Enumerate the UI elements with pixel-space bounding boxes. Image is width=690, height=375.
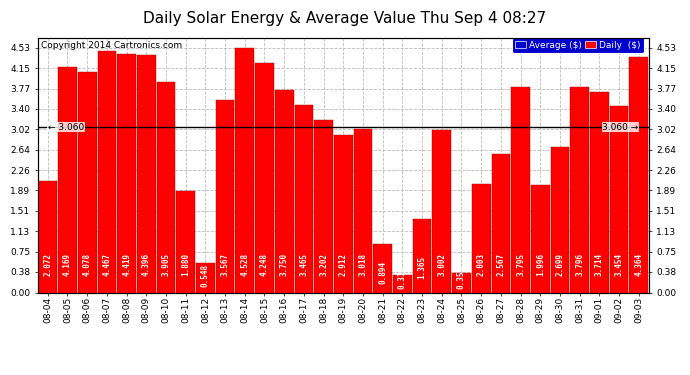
- Text: 3.567: 3.567: [221, 253, 230, 276]
- Text: 0.894: 0.894: [378, 261, 387, 284]
- Bar: [472, 184, 491, 292]
- Bar: [531, 184, 550, 292]
- Text: 4.419: 4.419: [122, 253, 131, 276]
- Text: 1.880: 1.880: [181, 253, 190, 276]
- Text: Daily Solar Energy & Average Value Thu Sep 4 08:27: Daily Solar Energy & Average Value Thu S…: [144, 11, 546, 26]
- Text: 3.002: 3.002: [437, 253, 446, 276]
- Bar: [78, 72, 97, 292]
- Bar: [157, 81, 175, 292]
- Bar: [629, 57, 648, 292]
- Text: 3.060 →: 3.060 →: [602, 123, 638, 132]
- Bar: [275, 90, 293, 292]
- Bar: [177, 191, 195, 292]
- Text: 2.003: 2.003: [477, 253, 486, 276]
- Bar: [413, 219, 431, 292]
- Text: 2.699: 2.699: [555, 253, 564, 276]
- Text: 4.528: 4.528: [240, 253, 249, 276]
- Legend: Average ($), Daily  ($): Average ($), Daily ($): [512, 37, 644, 53]
- Text: 2.072: 2.072: [43, 253, 52, 276]
- Bar: [196, 263, 215, 292]
- Bar: [39, 180, 57, 292]
- Bar: [610, 106, 629, 292]
- Bar: [353, 129, 373, 292]
- Text: 3.465: 3.465: [299, 253, 308, 276]
- Bar: [393, 275, 412, 292]
- Text: 0.354: 0.354: [457, 266, 466, 289]
- Bar: [452, 273, 471, 292]
- Text: ← 3.060: ← 3.060: [48, 123, 84, 132]
- Text: 4.396: 4.396: [141, 253, 151, 276]
- Text: 3.905: 3.905: [161, 253, 170, 276]
- Text: 4.364: 4.364: [634, 253, 643, 276]
- Text: 2.567: 2.567: [496, 253, 505, 276]
- Text: 3.795: 3.795: [516, 253, 525, 276]
- Text: 3.454: 3.454: [615, 253, 624, 276]
- Text: 4.169: 4.169: [63, 253, 72, 276]
- Bar: [334, 135, 353, 292]
- Bar: [295, 105, 313, 292]
- Bar: [117, 54, 136, 292]
- Bar: [235, 48, 254, 292]
- Bar: [571, 87, 589, 292]
- Text: 3.796: 3.796: [575, 253, 584, 276]
- Text: 3.750: 3.750: [279, 253, 288, 276]
- Text: 0.548: 0.548: [201, 264, 210, 287]
- Text: 3.714: 3.714: [595, 253, 604, 276]
- Text: 4.248: 4.248: [260, 253, 269, 276]
- Bar: [511, 87, 530, 292]
- Bar: [373, 244, 392, 292]
- Text: Copyright 2014 Cartronics.com: Copyright 2014 Cartronics.com: [41, 41, 182, 50]
- Text: 1.996: 1.996: [535, 253, 545, 276]
- Text: 2.912: 2.912: [339, 253, 348, 276]
- Bar: [97, 51, 116, 292]
- Text: 3.018: 3.018: [359, 253, 368, 276]
- Text: 4.467: 4.467: [102, 253, 111, 276]
- Text: 4.078: 4.078: [83, 253, 92, 276]
- Bar: [590, 92, 609, 292]
- Bar: [314, 120, 333, 292]
- Text: 0.316: 0.316: [398, 266, 407, 290]
- Bar: [433, 130, 451, 292]
- Bar: [255, 63, 274, 292]
- Bar: [551, 147, 569, 292]
- Text: 3.202: 3.202: [319, 253, 328, 276]
- Bar: [58, 67, 77, 292]
- Bar: [491, 154, 510, 292]
- Bar: [137, 55, 156, 292]
- Bar: [216, 100, 235, 292]
- Text: 1.365: 1.365: [417, 256, 426, 279]
